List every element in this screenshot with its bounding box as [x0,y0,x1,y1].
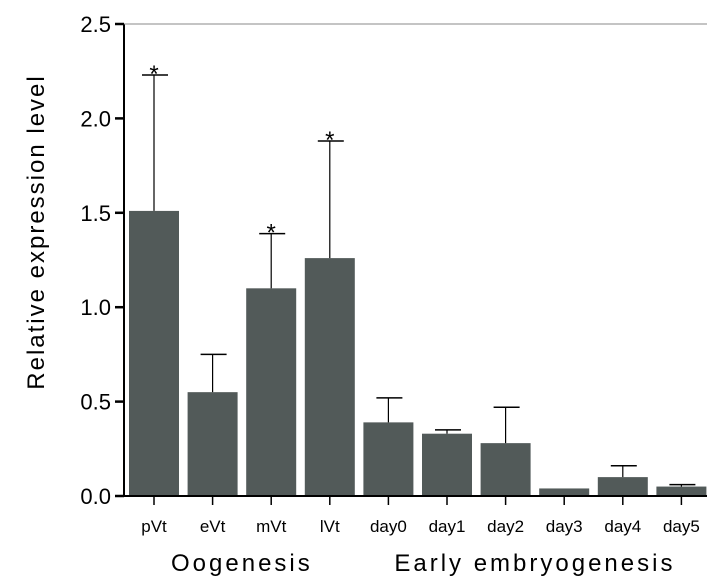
bar [480,443,531,496]
x-tick-label: day4 [604,517,641,536]
y-tick-label: 1.5 [80,201,111,226]
x-tick-label: mVt [256,517,287,536]
bar [422,433,472,496]
x-tick-label: day0 [370,517,407,536]
y-tick-label: 2.0 [80,106,111,131]
group-labels: Oogenesis Early embryogenesis [171,550,675,577]
x-tick-label: lVt [320,517,340,536]
y-tick-label: 0.5 [80,390,111,415]
group-label: Early embryogenesis [394,550,675,577]
significance-mark: * [149,61,158,88]
bar [246,288,297,496]
x-tick-label: day2 [487,517,524,536]
bar [363,422,414,496]
bar [539,488,590,496]
bar [187,392,238,496]
bar [597,477,648,496]
y-axis: 0.0 0.5 1.0 1.5 2.0 2.5 [80,12,707,509]
x-tick-label: day3 [546,517,583,536]
y-tick-label: 0.0 [80,484,111,509]
bars-layer: * * * [129,61,707,497]
bar [304,258,355,496]
significance-mark: * [267,220,276,247]
bar [656,486,707,496]
y-tick-label: 1.0 [80,295,111,320]
y-axis-title: Relative expression level [23,74,50,389]
y-tick-label: 2.5 [80,12,111,37]
x-tick-label: pVt [141,517,167,536]
x-tick-label: day1 [429,517,466,536]
bar [129,210,179,497]
x-tick-label: eVt [200,517,226,536]
significance-mark: * [325,127,334,154]
group-label: Oogenesis [171,550,313,577]
x-tick-label: day5 [663,517,700,536]
x-axis: pVt eVt mVt lVt day0 day1 day2 day3 day4 day5 [124,495,707,536]
